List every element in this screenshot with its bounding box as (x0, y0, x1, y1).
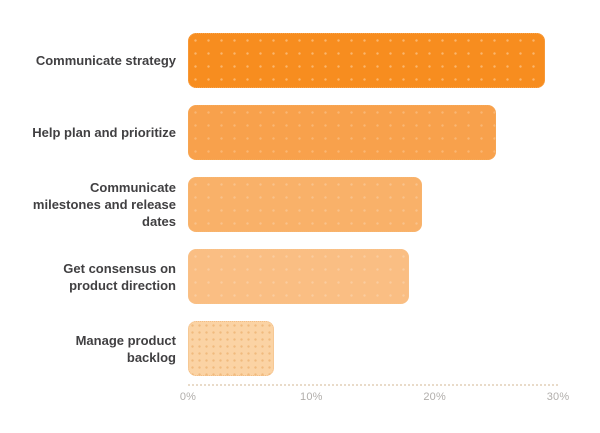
bar-row: Get consensus on product direction (0, 249, 600, 304)
x-tick-label-0: 0% (179, 391, 197, 403)
bar-communicate-strategy (188, 33, 545, 88)
bar-row: Manage product backlog (0, 321, 600, 376)
bar-label: Communicate milestones and release dates (32, 180, 176, 229)
x-tick-label-10: 10% (300, 391, 323, 403)
bar-label: Manage product backlog (75, 332, 176, 365)
bar-row: Help plan and prioritize (0, 105, 600, 160)
x-tick-label-30: 30% (546, 391, 570, 403)
x-axis: 0% 10% 20% 30% (180, 384, 569, 410)
bar-track (188, 105, 557, 160)
bar-row: Communicate strategy (0, 33, 600, 88)
bar-label: Get consensus on product direction (63, 260, 176, 293)
bar-label: Help plan and prioritize (32, 125, 176, 140)
bar-track (188, 33, 557, 88)
bar-manage-product-backlog (188, 321, 275, 376)
bar-rows: Communicate strategy Help plan and prior… (0, 33, 600, 376)
bar-row: Communicate milestones and release dates (0, 177, 600, 232)
bar-help-plan-and-prioritize (188, 105, 496, 160)
bar-track (188, 321, 557, 376)
bar-track (188, 249, 557, 304)
x-tick-label-20: 20% (423, 391, 446, 403)
bar-get-consensus (188, 249, 410, 304)
bar-communicate-milestones (188, 177, 422, 232)
bar-track (188, 177, 557, 232)
bar-label: Communicate strategy (35, 53, 176, 68)
